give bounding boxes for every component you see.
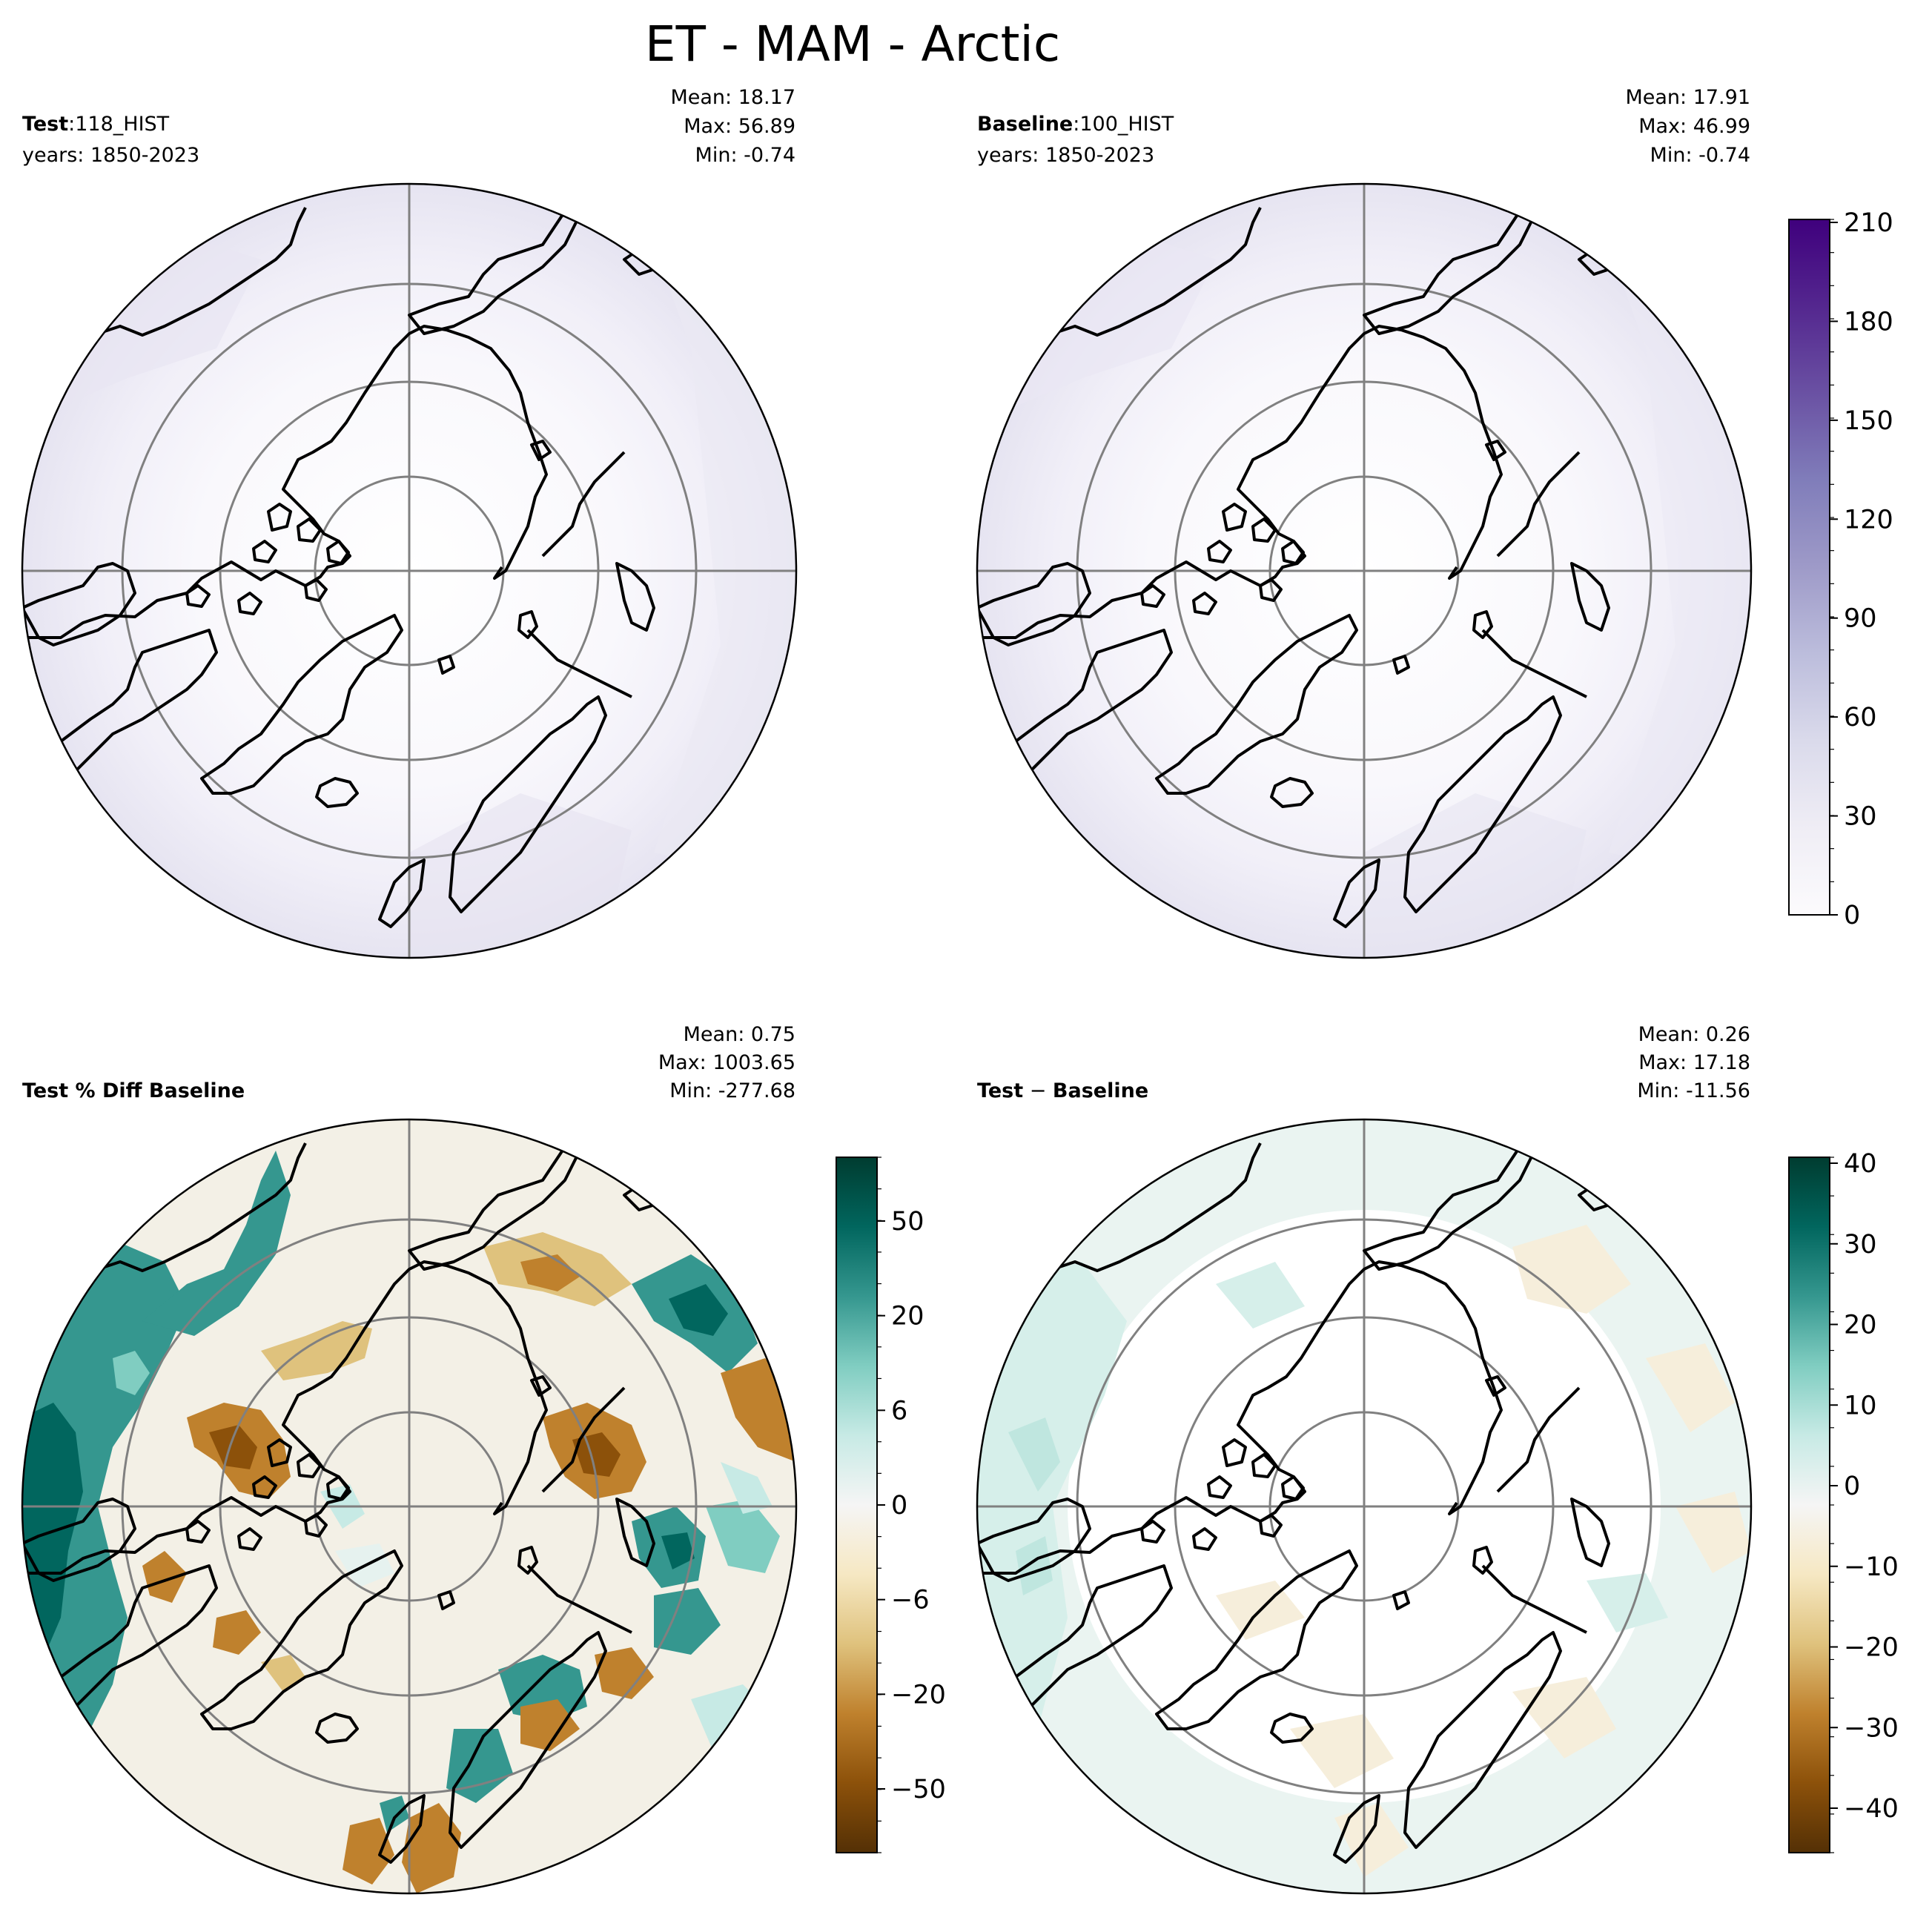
map-pctdiff — [22, 1119, 796, 1893]
panel-label: Test % Diff Baseline — [22, 1079, 245, 1102]
colorbar-tick-label: −10 — [1844, 1552, 1899, 1582]
stat-min: Min: -0.74 — [1650, 144, 1750, 167]
map-boundary — [976, 182, 1753, 959]
colorbar-tick-label: −20 — [1844, 1633, 1899, 1663]
panel-label: Baseline:100_HIST — [977, 113, 1174, 136]
map-test — [22, 184, 796, 958]
map-boundary — [21, 1118, 798, 1895]
panel-label-sep: − — [1023, 1079, 1053, 1102]
colorbar-tick-label: 150 — [1844, 406, 1893, 436]
map-diff — [977, 1119, 1751, 1893]
panel-test: Test:118_HIST years: 1850-2023 Mean: 18.… — [21, 86, 798, 959]
colorbar-tick-label: 180 — [1844, 307, 1893, 337]
colorbar-absolute-body — [1788, 219, 1830, 916]
colorbar-absolute: 210 180 150 120 90 60 30 0 — [1788, 208, 1893, 930]
panel-diff: Test − Baseline Mean: 0.26 Max: 17.18 Mi… — [976, 1023, 1753, 1895]
colorbar-tick-label: 60 — [1844, 703, 1877, 732]
panel-years: years: 1850-2023 — [22, 144, 199, 167]
panel-label-bold: Baseline — [977, 113, 1073, 136]
panel-label: Test − Baseline — [977, 1079, 1148, 1102]
colorbar-diff-ticks: 40 30 20 10 0 −10 −20 −30 −40 — [1830, 1149, 1899, 1853]
stat-min: Min: -0.74 — [695, 144, 795, 167]
panel-label-sep: : — [1073, 113, 1079, 136]
panel-label-value: 118_HIST — [75, 113, 169, 136]
panel-label: Test:118_HIST — [22, 113, 170, 136]
colorbar-tick-label: −20 — [891, 1680, 946, 1710]
stat-max: Max: 17.18 — [1638, 1051, 1750, 1074]
colorbar-tick-label: 10 — [1844, 1391, 1877, 1420]
panel-label-bold: Test — [22, 113, 68, 136]
colorbar-tick-label: −50 — [891, 1775, 946, 1804]
map-boundary — [976, 1118, 1753, 1895]
colorbar-diff: 40 30 20 10 0 −10 −20 −30 −40 — [1788, 1149, 1899, 1853]
stat-max: Max: 46.99 — [1638, 115, 1750, 138]
panel-pctdiff: Test % Diff Baseline Mean: 0.75 Max: 100… — [21, 1023, 798, 1895]
colorbar-pctdiff-ticks: 50 20 6 0 −6 −20 −50 — [877, 1157, 946, 1853]
colorbar-tick-label: 40 — [1844, 1149, 1877, 1179]
colorbar-tick-label: 210 — [1844, 208, 1893, 238]
figure-title: ET - MAM - Arctic — [645, 16, 1060, 73]
stat-min: Min: -11.56 — [1637, 1079, 1750, 1102]
colorbar-tick-label: 50 — [891, 1207, 924, 1237]
colorbar-pctdiff-body — [836, 1157, 878, 1853]
colorbar-pctdiff: 50 20 6 0 −6 −20 −50 — [836, 1157, 946, 1853]
colorbar-tick-label: 20 — [891, 1302, 924, 1331]
stat-mean: Mean: 17.91 — [1625, 86, 1750, 109]
colorbar-tick-label: 6 — [891, 1396, 907, 1426]
stat-mean: Mean: 18.17 — [670, 86, 795, 109]
colorbar-tick-label: 30 — [1844, 1230, 1877, 1260]
colorbar-tick-label: 90 — [1844, 604, 1877, 634]
panel-label-value: Baseline — [1053, 1079, 1148, 1102]
colorbar-absolute-ticks: 210 180 150 120 90 60 30 0 — [1830, 208, 1893, 930]
colorbar-tick-label: 20 — [1844, 1311, 1877, 1340]
stat-mean: Mean: 0.75 — [684, 1023, 795, 1046]
colorbar-tick-label: 0 — [1844, 901, 1860, 930]
stat-min: Min: -277.68 — [669, 1079, 795, 1102]
colorbar-tick-label: −6 — [891, 1586, 930, 1615]
colorbar-tick-label: 0 — [891, 1491, 907, 1521]
colorbar-tick-label: −40 — [1844, 1794, 1899, 1824]
colorbar-tick-label: 120 — [1844, 505, 1893, 535]
stat-max: Max: 1003.65 — [658, 1051, 795, 1074]
panel-years: years: 1850-2023 — [977, 144, 1154, 167]
colorbar-tick-label: −30 — [1844, 1713, 1899, 1743]
stat-mean: Mean: 0.26 — [1638, 1023, 1750, 1046]
panel-label-value: 100_HIST — [1079, 113, 1174, 136]
panel-baseline: Baseline:100_HIST years: 1850-2023 Mean:… — [976, 86, 1753, 959]
stat-max: Max: 56.89 — [684, 115, 795, 138]
map-boundary — [21, 182, 798, 959]
map-baseline — [977, 184, 1751, 958]
colorbar-tick-label: 0 — [1844, 1472, 1860, 1501]
panel-label-bold: Test — [977, 1079, 1023, 1102]
colorbar-tick-label: 30 — [1844, 802, 1877, 832]
panel-label-sep: : — [68, 113, 75, 136]
colorbar-diff-body — [1788, 1157, 1830, 1853]
